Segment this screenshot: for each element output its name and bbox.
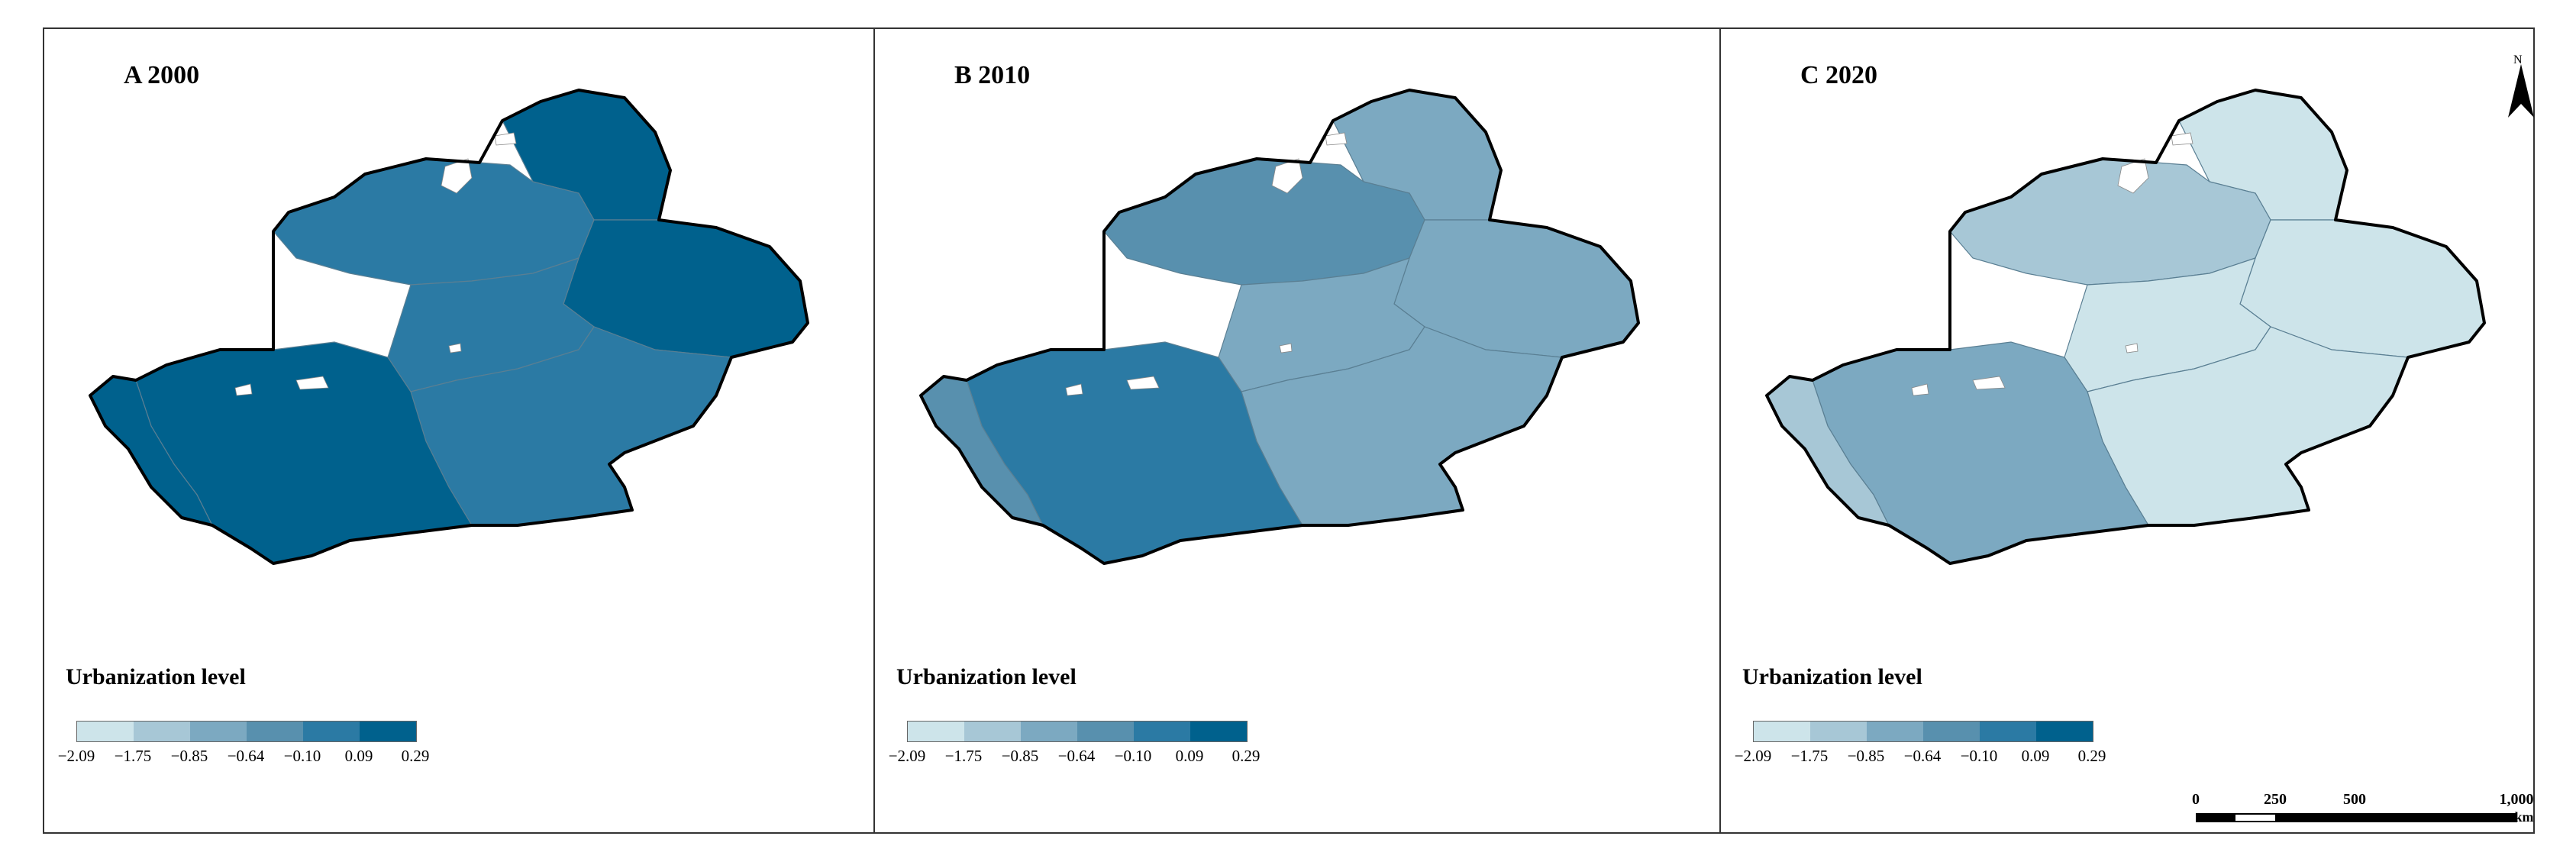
legend-tick-label: −2.09 [57,747,95,765]
legend-color-bar [76,721,417,742]
legend-swatch [1923,722,1980,741]
north-arrow-icon [2508,64,2534,118]
legend-ticks: −2.09 −1.75 −0.85 −0.64 −0.10 0.09 0.29 [44,747,502,770]
legend-ticks: −2.09 −1.75 −0.85 −0.64 −0.10 0.09 0.29 [1721,747,2179,770]
region-outline [1765,89,2486,565]
map-panel-2000: A 2000 Urbanization level −2.09 −1.75 −0.8… [44,29,889,832]
legend-tick-label: −0.10 [1114,747,1152,765]
legend-tick-label: −1.75 [1790,747,1829,765]
scale-bar [2196,813,2517,822]
legend-title: Urbanization level [1742,664,1922,689]
panel-title: C 2020 [1800,61,1878,89]
legend-tick-label: −0.64 [227,747,265,765]
legend-tick-label: 0.29 [2077,747,2106,765]
scale-unit: km [2514,809,2534,825]
lake-shape [295,376,329,390]
north-arrow-label: N [2513,53,2523,66]
legend-swatch [77,722,134,741]
lake-shape [1972,376,2006,390]
choropleth-map [1765,89,2486,565]
region-outline [919,89,1640,565]
legend-title: Urbanization level [66,664,246,689]
lake-shape [1279,343,1293,354]
lake-shape [1911,383,1929,396]
choropleth-map [919,89,1640,565]
legend-swatch [247,722,303,741]
scale-label-1000: 1,000 [2499,791,2534,808]
legend-swatch [964,722,1021,741]
legend-tick-label: −0.10 [1960,747,1998,765]
legend-swatch [134,722,190,741]
legend-title: Urbanization level [896,664,1077,689]
legend-swatch [908,722,964,741]
legend-tick-label: 0.09 [1175,747,1204,765]
legend-swatch [1867,722,1923,741]
figure-frame [43,27,2535,834]
legend-tick-label: 0.09 [344,747,373,765]
legend-tick-label: −1.75 [944,747,983,765]
legend-tick-label: −2.09 [1734,747,1772,765]
scale-label-0: 0 [2192,791,2200,808]
legend-swatch [303,722,360,741]
legend-swatch [2036,722,2093,741]
scale-label-500: 500 [2343,791,2366,808]
panel-divider [1719,27,1721,834]
lake-shape [494,132,517,146]
map-panel-2020: C 2020 Urbanization level −2.09 −1.75 −0.8… [1721,29,2565,832]
map-panel-2010: B 2010 Urbanization level −2.09 −1.75 −0.8… [875,29,1719,832]
choropleth-map [89,89,809,565]
region-outline [89,89,809,565]
lake-shape [1126,376,1160,390]
legend-tick-label: −0.64 [1903,747,1942,765]
legend-swatch [1134,722,1190,741]
legend-swatch [1754,722,1810,741]
lake-shape [1325,132,1348,146]
panel-title: B 2010 [954,61,1031,89]
legend-swatch [1021,722,1077,741]
legend-swatch [190,722,247,741]
legend-tick-label: −0.10 [283,747,321,765]
lake-shape [1065,383,1083,396]
legend-tick-label: −0.85 [1001,747,1039,765]
lake-shape [234,383,253,396]
panel-divider [873,27,875,834]
legend-tick-label: 0.29 [401,747,430,765]
lake-shape [2171,132,2193,146]
lake-shape [2125,343,2139,354]
legend-tick-label: −0.85 [1847,747,1885,765]
legend-tick-label: 0.29 [1232,747,1261,765]
legend-swatch [1190,722,1247,741]
panel-title: A 2000 [124,61,200,89]
legend-tick-label: −0.64 [1057,747,1096,765]
legend-tick-label: 0.09 [2021,747,2050,765]
legend-color-bar [1753,721,2093,742]
legend-tick-label: −2.09 [888,747,926,765]
scale-label-250: 250 [2264,791,2287,808]
legend-tick-label: −0.85 [170,747,208,765]
legend-swatch [1810,722,1867,741]
legend-swatch [1980,722,2036,741]
lake-shape [448,343,462,354]
legend-color-bar [907,721,1248,742]
legend-tick-label: −1.75 [114,747,152,765]
legend-ticks: −2.09 −1.75 −0.85 −0.64 −0.10 0.09 0.29 [875,747,1333,770]
legend-swatch [360,722,416,741]
legend-swatch [1077,722,1134,741]
